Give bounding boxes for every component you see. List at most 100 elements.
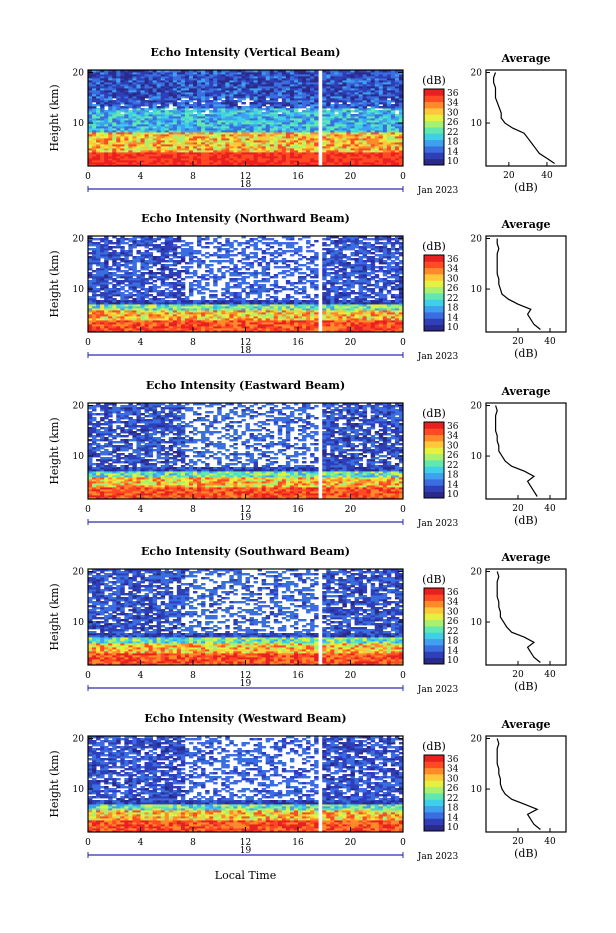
colorbar-tick-label: 18 — [447, 304, 459, 314]
average-title: Average — [500, 551, 550, 564]
x-tick-label: 8 — [190, 505, 196, 515]
average-y-tick-label: 20 — [471, 235, 483, 245]
average-profile-line — [496, 406, 538, 497]
x-tick-label: 0 — [85, 838, 91, 848]
colorbar-tick-label: 14 — [447, 313, 459, 323]
average-y-tick-label: 20 — [471, 735, 483, 745]
panel-2: Echo Intensity (Northward Beam)Height (k… — [48, 212, 566, 362]
colorbar-units: (dB) — [422, 74, 446, 87]
day-label: 19 — [240, 679, 252, 689]
colorbar-swatch — [424, 325, 444, 332]
y-tick-label: 10 — [73, 618, 85, 628]
colorbar-swatch — [424, 133, 444, 140]
average-frame — [486, 403, 566, 499]
average-frame — [486, 70, 566, 166]
panel-title: Echo Intensity (Vertical Beam) — [150, 46, 340, 59]
panel-3: Echo Intensity (Eastward Beam)Height (km… — [48, 379, 566, 529]
average-x-label: (dB) — [514, 514, 538, 527]
x-tick-label: 4 — [138, 671, 144, 681]
average-y-tick-label: 10 — [471, 618, 483, 628]
colorbar-tick-label: 34 — [447, 598, 459, 608]
colorbar-swatch — [424, 645, 444, 652]
y-tick-label: 20 — [73, 235, 85, 245]
average-x-tick-label: 40 — [541, 171, 553, 181]
average-profile-line — [494, 73, 555, 164]
date-label: Jan 2023 — [417, 519, 459, 529]
x-tick-label: 0 — [85, 505, 91, 515]
colorbar-tick-label: 22 — [447, 294, 458, 304]
average-title: Average — [500, 218, 550, 231]
average-y-tick-label: 20 — [471, 402, 483, 412]
date-label: Jan 2023 — [417, 685, 459, 695]
average-x-label: (dB) — [514, 847, 538, 860]
colorbar-tick-label: 18 — [447, 138, 459, 148]
colorbar-swatch — [424, 447, 444, 454]
colorbar-tick-label: 14 — [447, 646, 459, 656]
average-y-tick-label: 10 — [471, 119, 483, 129]
panel-4: Echo Intensity (Southward Beam)Height (k… — [48, 545, 566, 695]
average-x-tick-label: 20 — [512, 504, 524, 514]
x-axis-label: Local Time — [215, 869, 276, 882]
colorbar-swatch — [424, 146, 444, 153]
colorbar-swatch — [424, 435, 444, 442]
x-tick-label: 16 — [292, 671, 304, 681]
colorbar-swatch — [424, 594, 444, 601]
colorbar-tick-label: 34 — [447, 765, 459, 775]
colorbar-tick-label: 26 — [447, 451, 459, 461]
colorbar-tick-label: 34 — [447, 432, 459, 442]
colorbar-swatch — [424, 261, 444, 268]
colorbar-tick-label: 30 — [447, 774, 459, 784]
colorbar-swatch — [424, 651, 444, 658]
colorbar-tick-label: 36 — [447, 755, 459, 765]
average-y-tick-label: 20 — [471, 69, 483, 79]
colorbar-swatch — [424, 152, 444, 159]
x-tick-label: 16 — [292, 338, 304, 348]
colorbar-swatch — [424, 799, 444, 806]
x-tick-label: 8 — [190, 338, 196, 348]
colorbar-tick-label: 14 — [447, 480, 459, 490]
average-frame — [486, 736, 566, 832]
panel-5: Echo Intensity (Westward Beam)Height (km… — [48, 712, 566, 862]
colorbar-tick-label: 22 — [447, 627, 458, 637]
y-tick-label: 20 — [73, 69, 85, 79]
x-tick-label: 4 — [138, 338, 144, 348]
colorbar-swatch — [424, 793, 444, 800]
colorbar-tick-label: 30 — [447, 274, 459, 284]
colorbar-swatch — [424, 620, 444, 627]
average-x-tick-label: 40 — [544, 337, 556, 347]
heatmap-field — [88, 403, 403, 499]
date-label: Jan 2023 — [417, 186, 459, 196]
x-tick-label: 0 — [400, 172, 406, 182]
colorbar-tick-label: 18 — [447, 637, 459, 647]
colorbar-swatch — [424, 613, 444, 620]
x-tick-label: 0 — [400, 671, 406, 681]
average-x-tick-label: 20 — [512, 670, 524, 680]
colorbar-swatch — [424, 318, 444, 325]
colorbar-swatch — [424, 306, 444, 313]
x-tick-label: 20 — [345, 838, 357, 848]
average-x-label: (dB) — [514, 680, 538, 693]
y-tick-label: 20 — [73, 735, 85, 745]
colorbar-swatch — [424, 102, 444, 109]
colorbar-swatch — [424, 658, 444, 665]
colorbar-swatch — [424, 601, 444, 608]
colorbar-swatch — [424, 114, 444, 121]
colorbar-swatch — [424, 299, 444, 306]
y-tick-label: 10 — [73, 452, 85, 462]
x-tick-label: 4 — [138, 172, 144, 182]
day-label: 18 — [240, 346, 252, 356]
x-tick-label: 20 — [345, 172, 357, 182]
x-tick-label: 0 — [85, 671, 91, 681]
colorbar-swatch — [424, 768, 444, 775]
panel-title: Echo Intensity (Westward Beam) — [144, 712, 346, 725]
average-profile-line — [497, 572, 540, 663]
average-x-tick-label: 40 — [544, 504, 556, 514]
colorbar-swatch — [424, 825, 444, 832]
x-tick-label: 0 — [400, 505, 406, 515]
colorbar-tick-label: 36 — [447, 588, 459, 598]
day-label: 18 — [240, 180, 252, 190]
colorbar-swatch — [424, 761, 444, 768]
colorbar-tick-label: 34 — [447, 265, 459, 275]
colorbar-tick-label: 26 — [447, 617, 459, 627]
colorbar-swatch — [424, 806, 444, 813]
